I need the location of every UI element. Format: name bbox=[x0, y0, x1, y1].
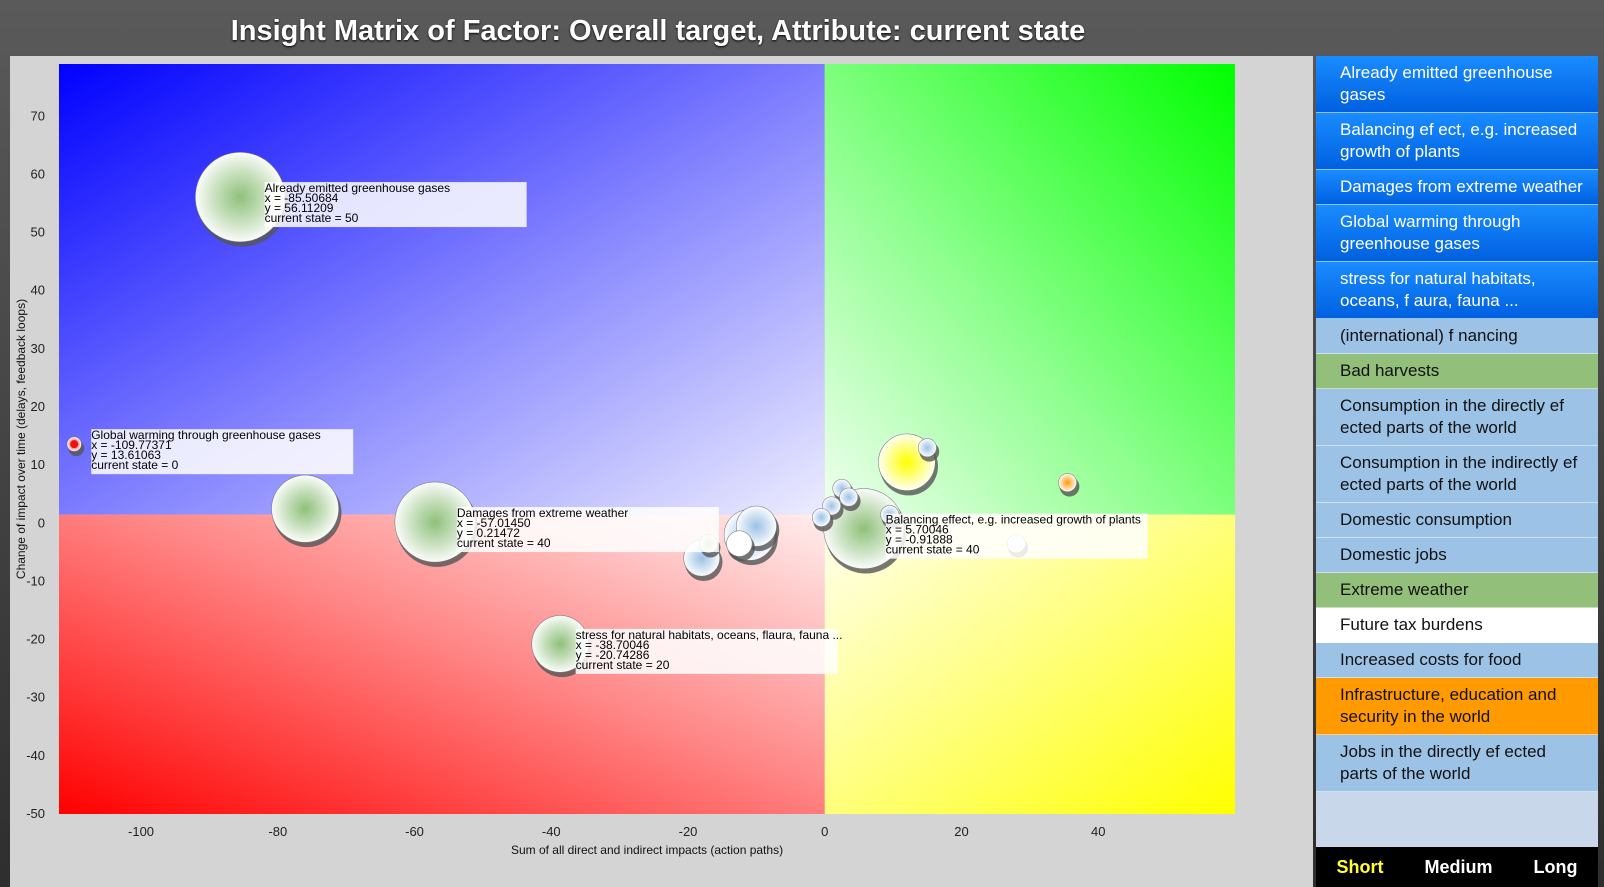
point-shine bbox=[812, 508, 831, 527]
y-tick-label: -20 bbox=[26, 632, 45, 647]
y-tick-label: -10 bbox=[26, 573, 45, 588]
point-label-line: y = 56.11209 bbox=[265, 201, 334, 215]
data-point[interactable] bbox=[66, 436, 85, 457]
y-tick-label: 70 bbox=[31, 108, 45, 123]
y-tick-label: -30 bbox=[26, 690, 45, 705]
factor-list-item[interactable]: Consumption in the directly ef ected par… bbox=[1316, 389, 1598, 446]
point-label-line: current state = 40 bbox=[457, 536, 551, 550]
point-label-box bbox=[91, 429, 354, 475]
point-label-line: y = 0.21472 bbox=[457, 526, 520, 540]
point-shine bbox=[395, 482, 475, 562]
point-label-box bbox=[456, 507, 719, 553]
y-tick-label: 30 bbox=[31, 341, 45, 356]
y-axis-title: Change of impact over time (delays, feed… bbox=[14, 299, 28, 579]
point-label-box bbox=[264, 182, 527, 228]
point-shine bbox=[918, 438, 937, 457]
y-tick-label: 60 bbox=[31, 166, 45, 181]
insight-matrix-chart: 70 60 50 40 30 20 10 0 -10 -20 -30 -40 -50 -100 -80 -60… bbox=[14, 64, 1235, 857]
data-point[interactable] bbox=[394, 481, 478, 567]
page-title: Insight Matrix of Factor: Overall target… bbox=[230, 15, 1086, 47]
x-tick-label: -60 bbox=[405, 824, 424, 839]
point-label-line: current state = 50 bbox=[265, 211, 359, 225]
factor-list-item[interactable]: Increased costs for food bbox=[1316, 643, 1598, 678]
x-tick-label: 20 bbox=[954, 824, 968, 839]
point-shine bbox=[726, 531, 752, 557]
point-shine bbox=[195, 152, 285, 242]
point-label-line: current state = 0 bbox=[91, 458, 178, 472]
point-shine bbox=[1058, 473, 1077, 492]
x-tick-label: 40 bbox=[1091, 824, 1105, 839]
factor-list-item[interactable]: Balancing ef ect, e.g. increased growth … bbox=[1316, 113, 1598, 170]
point-label-line: stress for natural habitats, oceans, fla… bbox=[576, 628, 843, 642]
point-label-line: x = -38.70046 bbox=[576, 638, 650, 652]
factor-list-item[interactable]: Global warming through greenhouse gases bbox=[1316, 205, 1598, 262]
data-point[interactable] bbox=[839, 487, 861, 512]
data-point[interactable] bbox=[811, 508, 834, 532]
point-label-line: y = -0.91888 bbox=[886, 533, 953, 547]
data-point[interactable] bbox=[1058, 473, 1080, 497]
quadrant-bottom-right bbox=[824, 514, 1235, 814]
factor-list-item[interactable]: Infrastructure, education and security i… bbox=[1316, 678, 1598, 735]
factor-list-item[interactable]: Damages from extreme weather bbox=[1316, 170, 1598, 205]
time-horizon-tabs: Short Medium Long bbox=[1316, 847, 1598, 887]
y-tick-label: 50 bbox=[31, 225, 45, 240]
point-label-line: y = -20.74286 bbox=[576, 648, 650, 662]
y-tick-label: -50 bbox=[26, 806, 45, 821]
point-shine bbox=[531, 615, 589, 673]
point-label-line: Damages from extreme weather bbox=[457, 506, 628, 520]
x-tick-label: 0 bbox=[821, 824, 828, 839]
point-label-box bbox=[885, 513, 1148, 559]
point-label-line: current state = 20 bbox=[576, 658, 670, 672]
factor-list-item[interactable]: Domestic jobs bbox=[1316, 538, 1598, 573]
point-label-line: x = -85.50684 bbox=[265, 191, 339, 205]
point-label-line: x = -57.01450 bbox=[457, 516, 531, 530]
point-label-box bbox=[575, 628, 838, 674]
point-label-line: current state = 40 bbox=[886, 543, 980, 557]
x-tick-label: -40 bbox=[542, 824, 561, 839]
point-shine bbox=[271, 475, 339, 543]
point-core bbox=[70, 440, 79, 449]
x-tick-label: -80 bbox=[268, 824, 287, 839]
data-point[interactable] bbox=[917, 438, 940, 462]
y-tick-label: 40 bbox=[31, 283, 45, 298]
x-tick-label: -20 bbox=[679, 824, 698, 839]
factor-list-item[interactable]: Already emitted greenhouse gases bbox=[1316, 56, 1598, 113]
point-label-line: Already emitted greenhouse gases bbox=[265, 181, 450, 195]
point-label-line: Balancing effect, e.g. increased growth … bbox=[886, 513, 1141, 527]
data-point[interactable] bbox=[271, 474, 342, 548]
chart-panel: 70 60 50 40 30 20 10 0 -10 -20 -30 -40 -50 -100 -80 -60… bbox=[10, 56, 1313, 887]
tab-short[interactable]: Short bbox=[1336, 856, 1384, 877]
y-tick-label: 20 bbox=[31, 399, 45, 414]
point-label-line: Global warming through greenhouse gases bbox=[91, 428, 320, 442]
factor-list-item[interactable]: Bad harvests bbox=[1316, 354, 1598, 389]
factor-list-item[interactable]: (international) f nancing bbox=[1316, 319, 1598, 354]
point-label-line: x = 5.70046 bbox=[886, 523, 949, 537]
factor-list-item[interactable]: Consumption in the indirectly ef ected p… bbox=[1316, 446, 1598, 503]
data-point[interactable] bbox=[726, 530, 755, 562]
tab-long[interactable]: Long bbox=[1533, 856, 1578, 877]
point-shine bbox=[839, 488, 858, 507]
x-axis-title: Sum of all direct and indirect impacts (… bbox=[511, 843, 783, 857]
factor-list-item[interactable]: stress for natural habitats, oceans, f a… bbox=[1316, 262, 1598, 319]
point-label-line: y = 13.61063 bbox=[91, 448, 161, 462]
y-tick-label: 0 bbox=[38, 515, 45, 530]
tab-medium[interactable]: Medium bbox=[1424, 856, 1493, 877]
y-tick-label: 10 bbox=[31, 457, 45, 472]
factor-list-item[interactable]: Future tax burdens bbox=[1316, 608, 1598, 643]
factor-list-item[interactable]: Jobs in the directly ef ected parts of t… bbox=[1316, 735, 1598, 792]
x-tick-label: -100 bbox=[128, 824, 154, 839]
factor-list-item[interactable]: Extreme weather bbox=[1316, 573, 1598, 608]
point-label-line: x = -109.77371 bbox=[91, 438, 172, 452]
y-tick-label: -40 bbox=[26, 748, 45, 763]
factor-list-item[interactable]: Domestic consumption bbox=[1316, 503, 1598, 538]
factor-list[interactable]: Already emitted greenhouse gases Balancin… bbox=[1316, 56, 1598, 847]
